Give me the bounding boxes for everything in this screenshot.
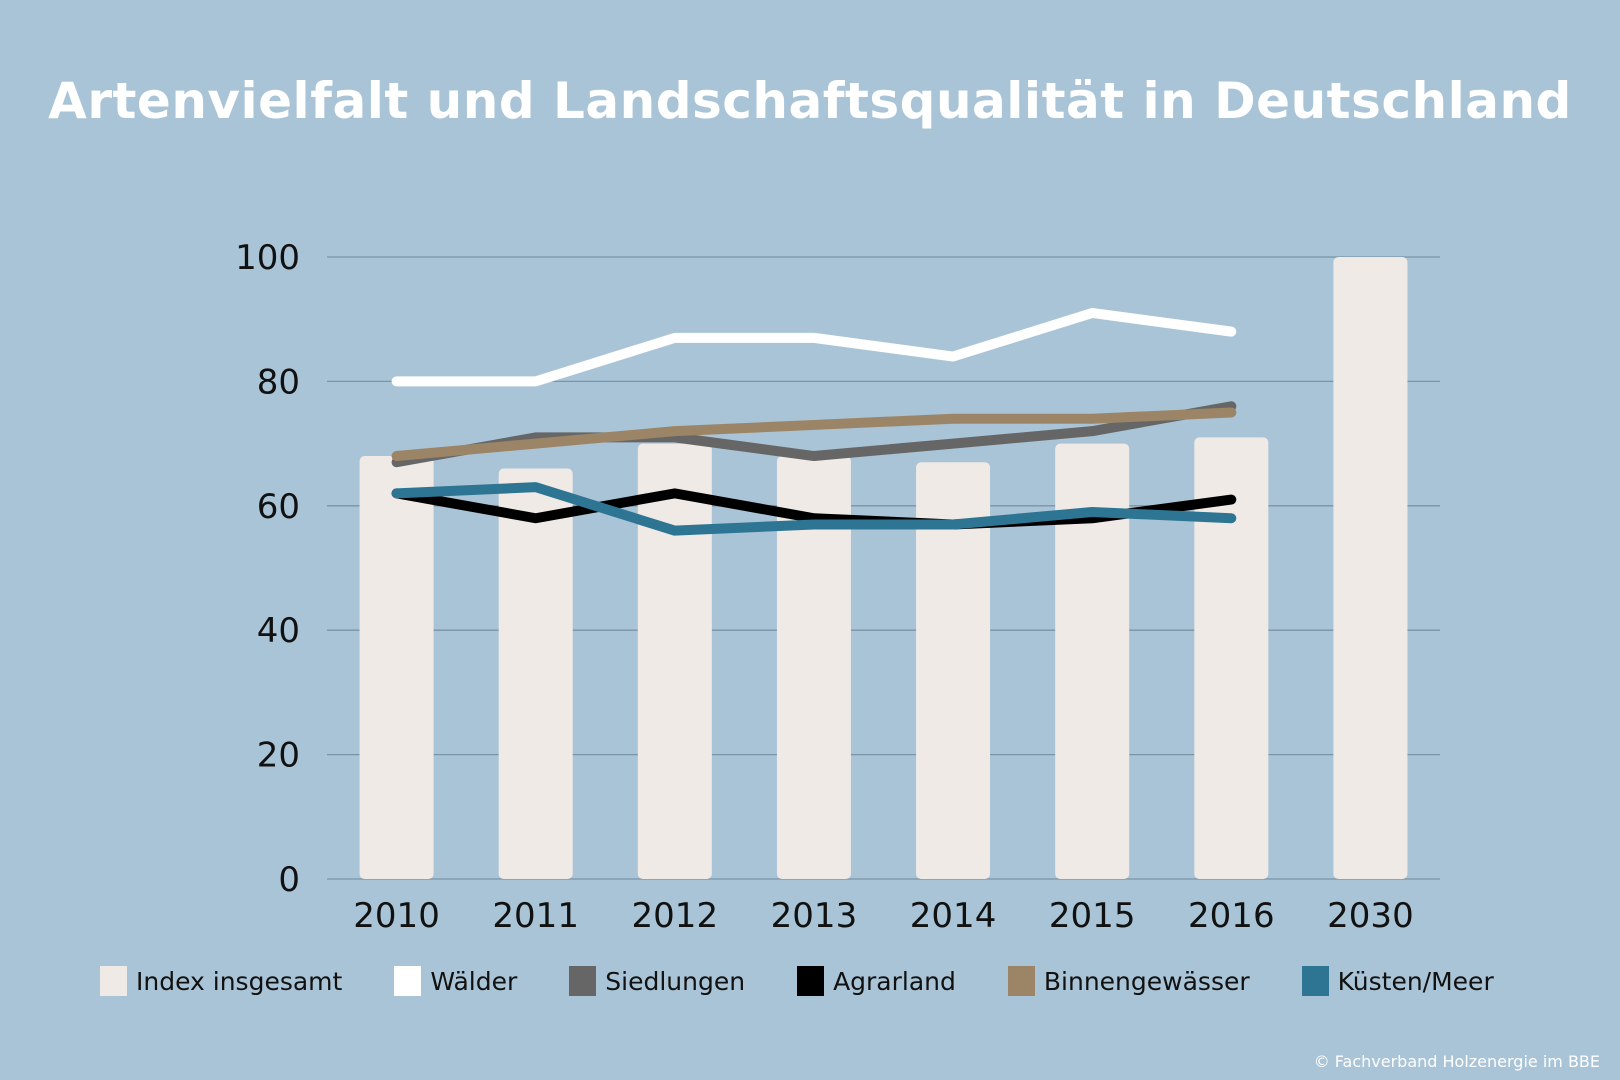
legend-swatch: [1301, 966, 1329, 996]
line-w-lder: [391, 307, 1237, 387]
legend-label: Index insgesamt: [136, 966, 343, 996]
legend: Index insgesamt Wälder Siedlungen Agrarland…: [100, 966, 1546, 996]
x-tick-label: 2010: [353, 896, 440, 936]
line-agrarland: [391, 488, 1237, 530]
chart-title: Artenvielfalt und Landschaftsqualität in…: [48, 72, 1572, 130]
line-k-sten-meer: [391, 482, 1237, 536]
legend-swatch: [569, 966, 597, 996]
legend-item: Küsten/Meer: [1301, 966, 1494, 996]
bar-index-insgesamt: [359, 456, 434, 879]
bar-index-insgesamt: [498, 468, 573, 879]
y-tick-label: 60: [257, 487, 300, 527]
x-tick-label: 2015: [1049, 896, 1136, 936]
y-tick-label: 80: [257, 362, 300, 402]
y-tick-label: 0: [278, 860, 300, 900]
legend-item: Wälder: [394, 966, 517, 996]
line-siedlungen: [391, 401, 1237, 468]
bar-index-insgesamt: [1194, 437, 1269, 879]
bar-index-insgesamt: [637, 443, 712, 879]
line-binnengew-sser: [391, 407, 1237, 462]
x-tick-label: 2012: [632, 896, 719, 936]
legend-swatch: [100, 966, 127, 996]
legend-label: Agrarland: [833, 966, 956, 996]
x-tick-label: 2030: [1327, 896, 1414, 936]
bar-index-insgesamt: [916, 462, 991, 879]
legend-swatch: [797, 966, 825, 996]
legend-label: Küsten/Meer: [1337, 966, 1494, 996]
x-tick-label: 2016: [1188, 896, 1275, 936]
legend-item: Siedlungen: [569, 966, 745, 996]
y-tick-label: 40: [257, 611, 300, 651]
bar-index-insgesamt: [1333, 257, 1408, 879]
x-tick-label: 2014: [910, 896, 997, 936]
bar-index-insgesamt: [1055, 443, 1130, 879]
copyright-credit: © Fachverband Holzenergie im BBE: [1313, 1052, 1600, 1071]
y-tick-label: 20: [257, 736, 300, 776]
legend-label: Siedlungen: [605, 966, 746, 996]
x-tick-label: 2013: [771, 896, 858, 936]
legend-item: Agrarland: [797, 966, 956, 996]
bar-index-insgesamt: [776, 456, 851, 879]
legend-label: Wälder: [430, 966, 518, 996]
legend-swatch: [394, 966, 422, 996]
legend-label: Binnengewässer: [1043, 966, 1250, 996]
legend-swatch: [1007, 966, 1035, 996]
y-tick-label: 100: [235, 238, 300, 278]
legend-item: Index insgesamt: [100, 966, 342, 996]
x-tick-label: 2011: [492, 896, 579, 936]
legend-item: Binnengewässer: [1007, 966, 1250, 996]
